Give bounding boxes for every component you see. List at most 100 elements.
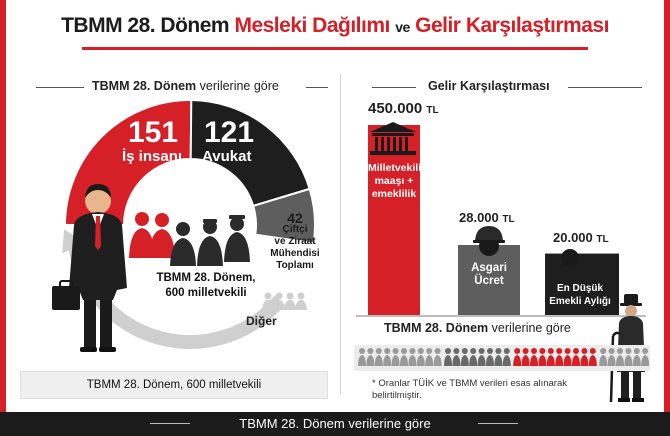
person-dark-1-icon [170,222,196,266]
bar-label-milletvekili-line-1: Milletvekili [368,162,422,174]
people-icon-body [641,355,650,366]
bar-value-emekli-number: 20.000 [553,230,593,245]
people-icon-body [444,355,452,366]
people-icon-body [416,355,425,366]
people-icon-4 [383,348,392,366]
bar-value-emekli-unit: TL [596,234,609,245]
bar-label-asgari-line-1: Asgari [471,262,507,274]
segment-label-value-avukat: 121 [204,116,255,149]
diger-small-people [262,292,307,310]
people-icon-head [495,348,502,354]
people-icon-head [581,348,588,354]
people-icon-body [502,355,511,366]
people-icon-body [408,355,417,366]
ciftci-label-line-1: Çiftçi [282,224,308,235]
income-bar-chart [356,125,646,317]
people-icon-30 [607,348,616,366]
bar-label-asgari: Asgari Ücret [460,262,518,288]
people-icon-29 [599,348,608,366]
people-icon-33 [632,348,641,366]
people-dark-silhouettes [170,215,250,266]
left-subtitle-rest: verilerine göre [199,79,279,93]
people-icon-9 [425,348,434,366]
people-icon-body [433,355,442,366]
title-part-1: TBMM 28. Dönem [61,14,230,37]
people-icon-5 [391,348,400,366]
people-icon-body [358,355,366,366]
segment-label-value-is-insani: 151 [128,116,179,149]
people-icon-body [452,355,461,366]
people-icon-21 [530,348,538,366]
people-icon-7 [408,348,417,366]
people-icon-34 [641,348,650,366]
people-icon-19 [513,348,522,366]
person-red-1-icon [129,212,155,258]
people-icon-head [503,348,510,354]
person-officer-icon [224,215,250,262]
people-icon-6 [400,348,408,366]
people-icon-head [401,348,407,354]
bar-label-asgari-line-2: Ücret [474,275,504,287]
people-icon-3 [374,348,383,366]
people-icon-2 [366,348,375,366]
footer-rule-right [478,423,518,424]
bar-label-milletvekili-line-2: maaşı + [374,175,414,187]
people-strip-caption-bold: TBMM 28. Dönem [384,321,489,335]
bar-value-emekli: 20.000 TL [553,230,609,245]
people-icon-23 [546,348,555,366]
people-icon-array [358,348,650,366]
people-icon-head [384,348,391,354]
people-icon-head [642,348,649,354]
people-icon-body [486,355,494,366]
people-icon-body [599,355,608,366]
people-icon-head [367,348,374,354]
donut-segment-ciftci [251,187,316,245]
people-icon-body [521,355,530,366]
people-icon-body [494,355,503,366]
people-strip-caption: TBMM 28. Dönem verilerine göre [384,321,571,335]
people-icon-body [383,355,392,366]
people-icon-head [392,348,399,354]
left-subtitle-rule-right [306,87,328,88]
people-icon-28 [588,348,597,366]
people-icon-18 [502,348,511,366]
people-icon-body [624,355,633,366]
donut-center-line-2: 600 milletvekili [165,287,247,299]
footer-rule-left [150,423,190,424]
segment-label-value-ciftci: 42 [287,210,303,226]
people-icon-body [555,355,564,366]
people-icon-head [556,348,563,354]
people-icon-body [588,355,597,366]
people-icon-head [547,348,554,354]
footer-text: TBMM 28. Dönem verilerine göre [239,416,431,431]
person-hat-icon [197,219,223,266]
people-icon-head [417,348,424,354]
people-icon-head [453,348,460,354]
people-icon-25 [563,348,572,366]
people-icon-24 [555,348,564,366]
bar-value-asgari-number: 28.000 [459,210,499,225]
people-icon-head [633,348,640,354]
people-icon-body [563,355,572,366]
people-icon-head [426,348,433,354]
people-icon-body [469,355,478,366]
people-icon-body [607,355,616,366]
people-icon-body [546,355,555,366]
people-icon-body [572,355,580,366]
bar-baseline [356,315,646,317]
right-red-border [664,0,670,436]
bar-label-emekli-line-2: Emekli Aylığı [549,296,611,307]
right-subtitle: Gelir Karşılaştırması [428,79,550,93]
ciftci-label-line-3: Mühendisi [270,248,320,259]
people-icon-body [460,355,469,366]
donut-center-line-1: TBMM 28. Dönem, [156,272,256,284]
people-icon-body [513,355,522,366]
people-icon-8 [416,348,425,366]
bar-label-emekli-line-1: En Düşük [556,283,604,294]
hard-hat-worker-icon [473,226,505,256]
people-icon-head [409,348,416,354]
people-icon-head [600,348,607,354]
footer-bar: TBMM 28. Dönem verilerine göre [0,412,670,436]
businessman-figure-icon [52,184,127,352]
